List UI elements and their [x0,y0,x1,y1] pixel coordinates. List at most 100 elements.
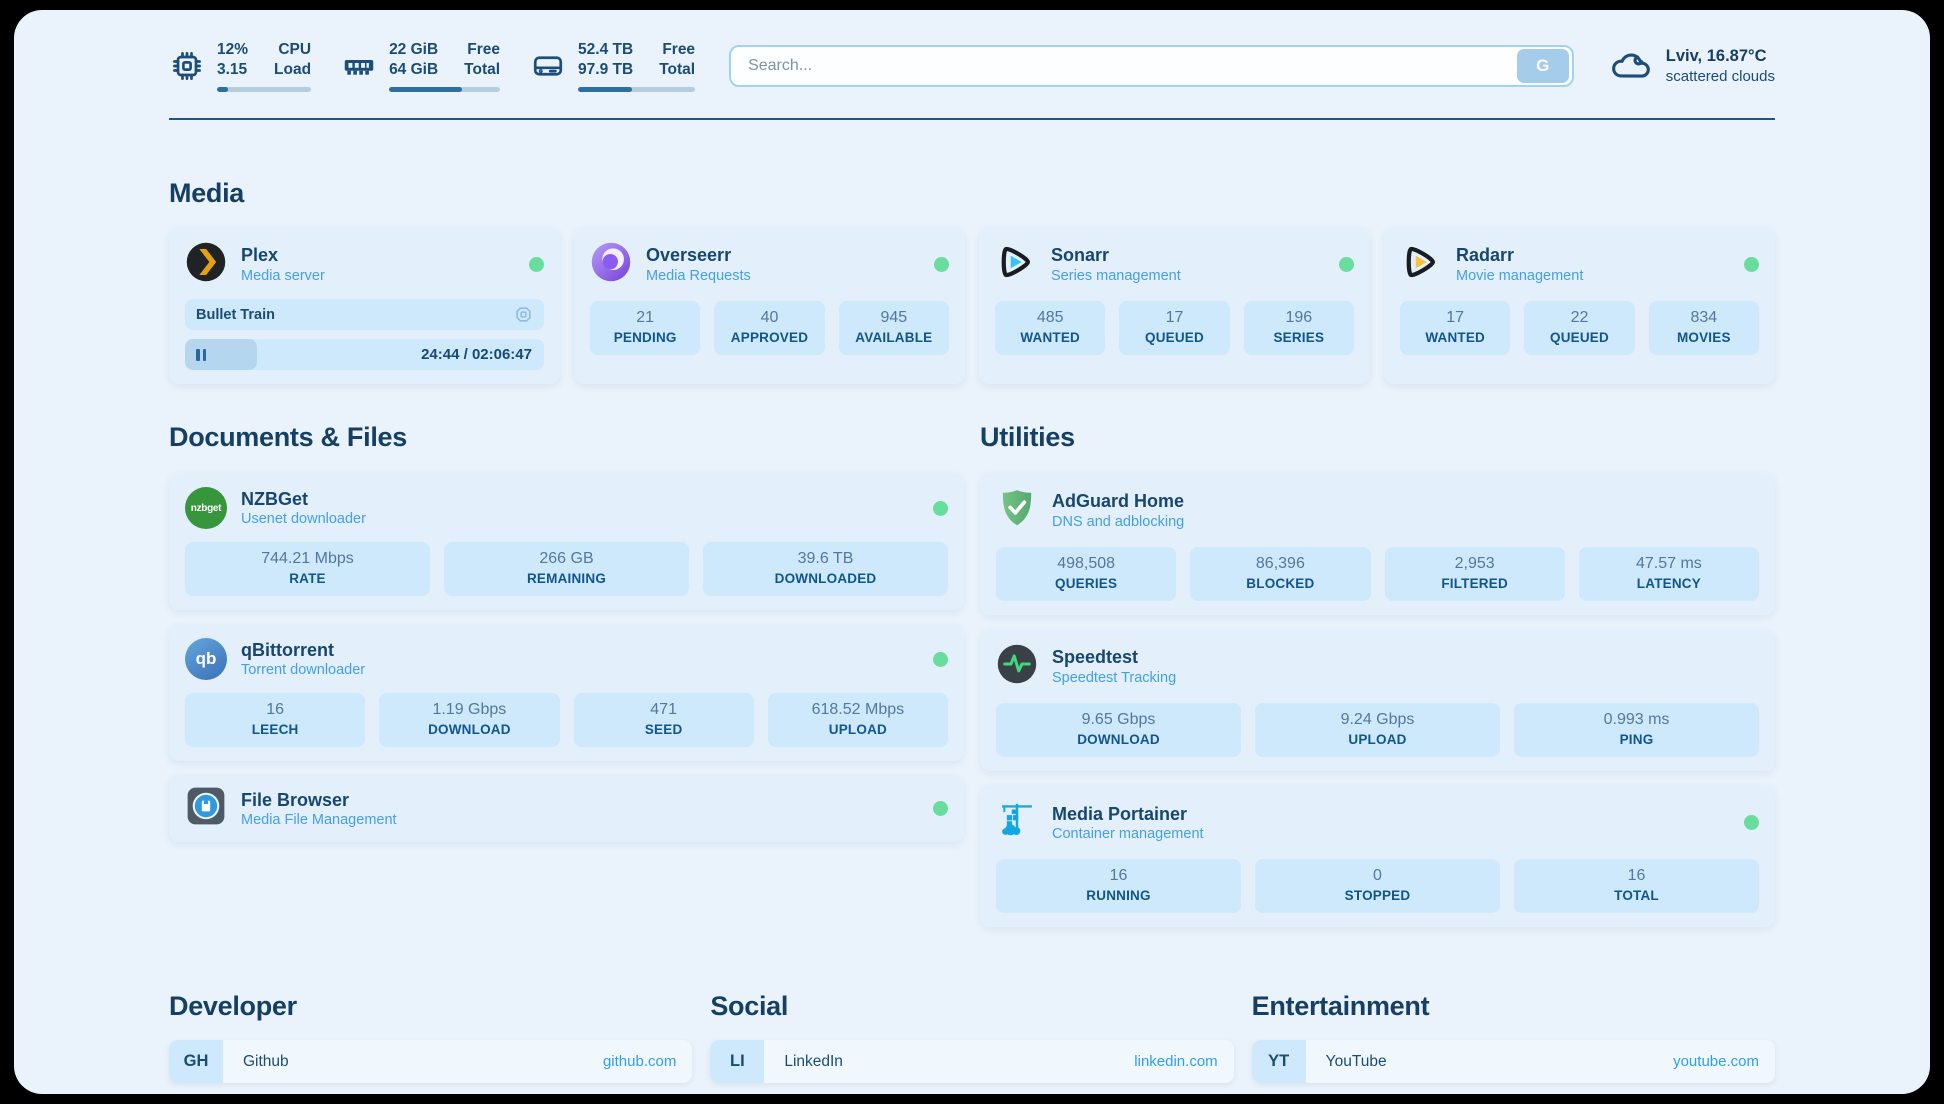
stat-box: 9.24 Gbps UPLOAD [1255,703,1500,758]
playback-progress-bar: 24:44 / 02:06:47 [185,339,544,371]
cpu-chip-icon [169,48,205,84]
stat-box: 0.993 ms PING [1514,703,1759,758]
stat-box: 9.65 Gbps DOWNLOAD [996,703,1241,758]
stat-box: 744.21 Mbps RATE [185,542,430,597]
media-section-title: Media [169,178,245,209]
status-dot [933,651,948,667]
bookmark-name: Github [243,1052,289,1070]
app-card-nzbget[interactable]: nzbget NZBGet Usenet downloader 744.21 M… [169,473,964,611]
disk-widget: 52.4 TB 97.9 TB Free Total [530,40,696,93]
stat-box: 16 TOTAL [1514,859,1759,914]
qbittorrent-icon: qb [185,638,227,681]
stat-box: 0 STOPPED [1255,859,1500,914]
bookmark-group-entertainment: Entertainment YT YouTube youtube.com NF … [1251,991,1775,1094]
app-card-overseerr[interactable]: Overseerr Media Requests 21 PENDING 40 A… [574,227,965,385]
stat-box: 40 APPROVED [714,301,825,356]
stat-box: 17 QUEUED [1119,301,1230,356]
overseerr-icon [590,241,632,288]
app-card-radarr[interactable]: Radarr Movie management 17 WANTED 22 QUE… [1384,227,1775,385]
app-name: Speedtest [1052,647,1139,668]
app-name: Sonarr [1051,245,1110,266]
bookmark-url: linkedin.com [1134,1053,1218,1071]
header-divider [169,118,1775,121]
app-name: AdGuard Home [1052,491,1185,512]
bookmark-link-github[interactable]: GH Github github.com [169,1040,693,1084]
bookmark-link-youtube[interactable]: YT YouTube youtube.com [1251,1040,1775,1084]
sonarr-icon [995,241,1037,288]
cpu-load-value: 3.15 [217,61,248,79]
nzbget-icon: nzbget [185,487,227,530]
app-description: Torrent downloader [241,662,366,679]
search-provider-button[interactable]: G [1516,49,1569,84]
ram-label-1: Free [467,41,501,58]
plex-icon [185,241,227,288]
bookmark-abbr: GH [169,1040,223,1084]
ram-label-2: Total [464,61,501,79]
app-name: qBittorrent [241,639,334,660]
app-card-plex[interactable]: Plex Media server Bullet Train [169,227,560,385]
bookmark-link-linkedin[interactable]: LI LinkedIn linkedin.com [710,1040,1234,1084]
disk-icon [530,48,566,84]
app-card-filebrowser[interactable]: File Browser Media File Management [169,775,964,843]
app-description: Media server [241,267,325,284]
stat-box: 945 AVAILABLE [838,301,949,356]
stat-box: 196 SERIES [1243,301,1354,356]
resource-widgets: 12% 3.15 CPU Load [169,40,696,93]
status-dot [1339,257,1354,273]
app-name: File Browser [241,789,350,810]
social-section-title: Social [710,991,789,1022]
app-name: Overseerr [646,245,732,266]
bookmark-abbr: LI [710,1040,765,1084]
stat-box: 39.6 TB DOWNLOADED [703,542,948,597]
cpu-usage-value: 12% [217,41,249,58]
developer-section-title: Developer [169,991,297,1022]
app-card-sonarr[interactable]: Sonarr Series management 485 WANTED 17 Q… [979,227,1370,385]
ram-progress-bar [389,87,501,93]
playback-time: 24:44 / 02:06:47 [421,346,532,364]
stat-box: 1.19 Gbps DOWNLOAD [379,693,560,748]
ram-icon [341,48,377,84]
bookmark-url: github.com [602,1053,677,1071]
app-description: Usenet downloader [241,511,366,528]
cpu-label-2: Load [274,61,312,79]
app-description: Movie management [1456,267,1584,284]
cpu-widget: 12% 3.15 CPU Load [169,40,312,93]
stat-box: 16 LEECH [185,693,366,748]
status-dot [933,500,948,516]
status-dot [529,257,544,273]
now-playing-title: Bullet Train [196,306,275,323]
app-card-qbittorrent[interactable]: qb qBittorrent Torrent downloader 16 LEE… [169,624,964,762]
app-name: NZBGet [241,488,308,509]
status-dot [933,801,948,817]
app-description: Container management [1052,826,1204,842]
ram-total-value: 64 GiB [389,61,439,79]
stat-box: 17 WANTED [1400,301,1511,356]
disk-label-2: Total [659,61,696,79]
documents-section-title: Documents & Files [169,422,407,453]
app-card-adguard[interactable]: AdGuard Home DNS and adblocking 498,508 … [980,473,1775,616]
app-card-portainer[interactable]: Media Portainer Container management 16 … [980,785,1775,928]
ram-free-value: 22 GiB [389,41,439,58]
app-name: Media Portainer [1052,803,1188,824]
weather-condition: scattered clouds [1665,68,1775,86]
stat-box: 16 RUNNING [996,859,1241,914]
dashboard-page: 12% 3.15 CPU Load [14,10,1930,1094]
adguard-icon [996,487,1038,534]
top-bar: 12% 3.15 CPU Load [169,40,1775,93]
weather-widget: Lviv, 16.87°C scattered clouds [1608,42,1775,91]
app-card-speedtest[interactable]: Speedtest Speedtest Tracking 9.65 Gbps D… [980,629,1775,772]
status-dot [934,257,949,273]
bookmark-group-social: Social LI LinkedIn linkedin.com TW Twitt… [710,991,1234,1094]
section-documents: Documents & Files nzbget NZBGet Usenet d… [169,422,964,927]
app-description: Series management [1051,267,1181,284]
bookmark-url: youtube.com [1673,1053,1759,1071]
app-description: Media Requests [646,267,751,284]
cpu-progress-bar [217,87,312,93]
disk-total-value: 97.9 TB [578,61,634,79]
search-input[interactable] [734,57,1517,76]
status-dot [1744,257,1759,273]
app-name: Plex [241,245,279,266]
stat-box: 834 MOVIES [1648,301,1759,356]
stat-box: 266 GB REMAINING [444,542,689,597]
bookmark-name: YouTube [1325,1052,1387,1070]
